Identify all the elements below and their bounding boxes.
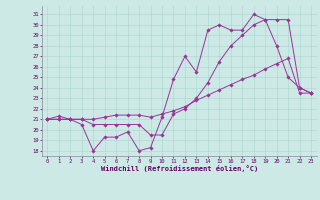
- X-axis label: Windchill (Refroidissement éolien,°C): Windchill (Refroidissement éolien,°C): [100, 165, 258, 172]
